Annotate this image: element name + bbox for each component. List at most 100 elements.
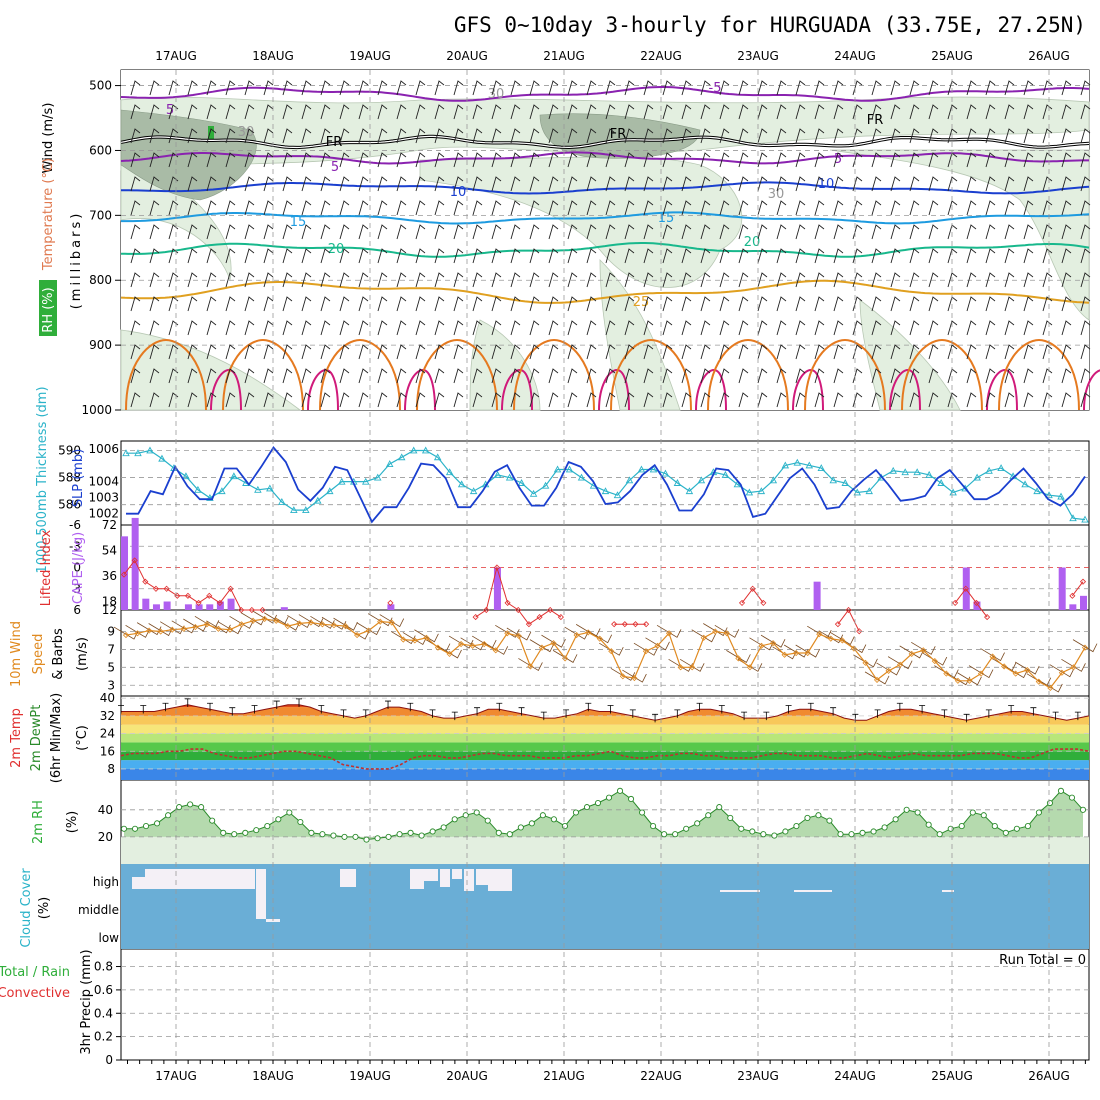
wind-barb	[206, 176, 217, 192]
wind-barb	[510, 104, 521, 120]
pressure-tick-label: 500	[89, 79, 112, 93]
wind-barb	[1004, 296, 1015, 312]
wind-barb	[833, 344, 844, 360]
rh-point	[319, 831, 326, 838]
wind-barb	[244, 272, 255, 288]
wind-barb	[757, 80, 768, 96]
wind-barb	[700, 224, 711, 240]
rh2m-label: 2m RH	[31, 800, 46, 844]
minmax-tick	[741, 711, 748, 721]
wind-barb	[738, 200, 749, 216]
wind-barb	[1004, 392, 1015, 408]
wind-barb	[928, 152, 939, 168]
surface-wind-barb	[599, 642, 624, 656]
wind-barb	[985, 392, 996, 408]
wind-barb	[415, 272, 426, 288]
surface-wind-barb	[391, 631, 416, 645]
wind-barb	[434, 344, 445, 360]
minmax-tick	[540, 711, 547, 721]
total-rain-label: Total / Rain	[0, 965, 70, 980]
wind-barb	[244, 392, 255, 408]
li-point	[184, 592, 191, 599]
surface-wind-barb	[899, 645, 925, 659]
wind-barb	[643, 248, 654, 264]
thickness-point	[973, 473, 981, 481]
wind-barb	[681, 344, 692, 360]
surface-wind-barb	[703, 623, 728, 637]
thickness-point	[254, 485, 262, 493]
wind-barb	[358, 368, 369, 384]
wind-barb	[529, 152, 540, 168]
wind-barb	[339, 176, 350, 192]
wind-barb	[586, 392, 597, 408]
cape-bar	[1069, 604, 1077, 610]
contour-label: 15	[658, 211, 675, 226]
rh-point	[705, 812, 712, 819]
wind-unit-label: (m/s)	[75, 637, 90, 671]
wind-barb	[282, 320, 293, 336]
wind-barb	[586, 104, 597, 120]
wind-barb	[377, 152, 388, 168]
wind-barb	[130, 128, 141, 144]
wind-barb	[700, 80, 711, 96]
wind-barb	[833, 224, 844, 240]
wind-barb	[928, 224, 939, 240]
wind-barb	[586, 272, 597, 288]
wind-speed-point	[1001, 663, 1008, 670]
wind-barb	[985, 320, 996, 336]
wind-barb	[1042, 104, 1053, 120]
wind-barb	[871, 176, 882, 192]
bottom-date-label: 26AUG	[1028, 1069, 1070, 1083]
wind-barb	[510, 224, 521, 240]
thickness-point	[913, 468, 921, 476]
wind-barb	[187, 152, 198, 168]
wind-barb	[1042, 320, 1053, 336]
rh-point	[848, 831, 855, 838]
wind-barb	[909, 128, 920, 144]
contour-label: 10	[818, 177, 835, 192]
cape-bar	[152, 604, 160, 610]
wind-barb	[510, 344, 521, 360]
wind-barb	[472, 368, 483, 384]
wind-barb	[795, 200, 806, 216]
wind-barb	[206, 104, 217, 120]
minmax-tick	[763, 711, 770, 721]
rh-point	[1024, 823, 1031, 830]
wind-barb	[852, 200, 863, 216]
wind-barb	[301, 392, 312, 408]
wind-barb	[776, 248, 787, 264]
temp-line	[121, 704, 1090, 721]
wind-barb	[605, 80, 616, 96]
rh-point	[1068, 794, 1076, 801]
wind-barb	[1080, 248, 1091, 264]
thickness-point	[577, 473, 586, 481]
wind-barb	[434, 104, 445, 120]
cloud-panel: high middle low	[78, 864, 1089, 949]
wind-barb	[1061, 176, 1072, 192]
wind-barb	[871, 200, 882, 216]
thickness-point	[805, 461, 814, 469]
wind-barb	[434, 224, 445, 240]
wind-barb	[681, 152, 692, 168]
wind-barb	[966, 272, 977, 288]
wind-barb	[377, 176, 388, 192]
wind-barb	[225, 344, 236, 360]
wind-barb	[396, 344, 407, 360]
thickness-point	[230, 472, 238, 480]
wind-barb	[757, 320, 768, 336]
wind-barb	[852, 152, 863, 168]
wind-barb	[586, 224, 597, 240]
thickness-point	[1057, 492, 1065, 500]
wind-barb	[206, 80, 217, 96]
rh-point	[231, 831, 238, 838]
wind-barb	[301, 128, 312, 144]
cloud-unit-label: (%)	[37, 897, 52, 920]
wind-barb	[681, 176, 692, 192]
bottom-date-label: 20AUG	[446, 1069, 488, 1083]
precip-unit-label: 3hr Precip (mm)	[79, 949, 94, 1054]
minmax-tick	[340, 709, 347, 718]
wind-barb	[586, 128, 597, 144]
surface-wind-barb	[321, 616, 347, 630]
wind-barb	[377, 128, 388, 144]
wind-barb	[282, 272, 293, 288]
